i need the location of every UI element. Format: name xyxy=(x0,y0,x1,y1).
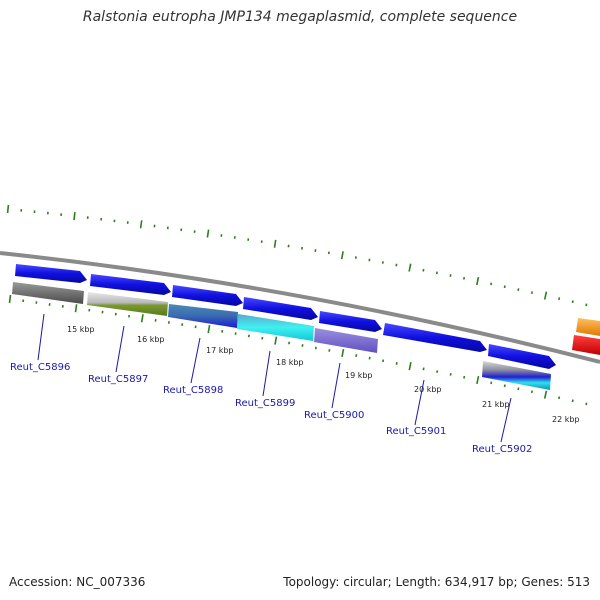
tick-mark xyxy=(558,297,561,301)
leader-line xyxy=(331,362,341,409)
cds-arrow xyxy=(90,274,171,295)
gene-label: Reut_C5900 xyxy=(304,410,364,421)
tick-mark xyxy=(530,390,533,394)
tick-mark xyxy=(8,294,12,304)
leader-line xyxy=(115,325,125,373)
scale-label: 22 kbp xyxy=(552,415,580,424)
tick-mark xyxy=(449,373,452,376)
tick-mark xyxy=(368,356,371,360)
cds-arrow xyxy=(243,297,318,320)
tick-mark xyxy=(490,282,493,286)
scale-label: 20 kbp xyxy=(414,385,442,394)
leader-line xyxy=(414,379,425,426)
tick-mark xyxy=(503,285,506,289)
tick-mark xyxy=(530,291,533,294)
feature-bar xyxy=(314,328,378,353)
scale-label: 19 kbp xyxy=(345,371,373,380)
tick-mark xyxy=(247,334,250,338)
gene-label: Reut_C5901 xyxy=(386,426,446,437)
tick-mark xyxy=(207,324,211,334)
inner-tick-ring xyxy=(8,294,588,406)
tick-mark xyxy=(571,300,574,304)
tick-mark xyxy=(74,304,78,313)
map-title: Ralstonia eutropha JMP134 megaplasmid, c… xyxy=(82,9,518,25)
tick-mark xyxy=(328,349,331,352)
feature-bar xyxy=(237,314,314,341)
gene-label: Reut_C5899 xyxy=(235,398,295,409)
tick-mark xyxy=(341,348,345,358)
cds-arrow xyxy=(172,285,243,306)
tick-mark xyxy=(435,271,438,275)
cds-arrow xyxy=(319,311,382,332)
tick-mark xyxy=(585,303,588,307)
tick-mark xyxy=(558,396,561,400)
tick-mark xyxy=(543,390,548,399)
gene-labels: Reut_C5896 Reut_C5897 Reut_C5898 Reut_C5… xyxy=(10,362,532,455)
tick-mark xyxy=(73,212,76,221)
tick-mark xyxy=(436,370,439,373)
tick-mark xyxy=(517,288,520,292)
tick-mark xyxy=(140,314,144,323)
tick-mark xyxy=(585,402,588,406)
cds-arrow xyxy=(572,335,600,355)
plasmid-backbone xyxy=(0,251,600,364)
gene-label: Reut_C5902 xyxy=(472,444,532,455)
scale-label: 18 kbp xyxy=(276,358,304,367)
tick-mark xyxy=(503,384,506,388)
leader-line xyxy=(262,350,271,397)
feature-bar xyxy=(87,292,168,316)
gene-label-leaders xyxy=(37,313,512,443)
gene-label: Reut_C5898 xyxy=(163,385,223,396)
tick-mark xyxy=(476,375,480,385)
scale-label: 17 kbp xyxy=(206,346,234,355)
feature-bar xyxy=(168,304,238,328)
tick-mark xyxy=(408,263,412,272)
cds-arrow xyxy=(576,318,600,336)
topology-summary: Topology: circular; Length: 634,917 bp; … xyxy=(283,575,590,589)
tick-mark xyxy=(139,220,143,229)
tick-mark xyxy=(382,359,385,363)
cds-arrow xyxy=(15,264,87,283)
tick-mark xyxy=(274,336,278,345)
gene-label: Reut_C5897 xyxy=(88,374,148,385)
tick-mark xyxy=(273,239,277,248)
tick-mark xyxy=(287,244,290,248)
gene-label: Reut_C5896 xyxy=(10,362,70,373)
tick-mark xyxy=(490,381,493,385)
scale-label: 15 kbp xyxy=(67,325,95,334)
tick-mark xyxy=(355,354,358,357)
forward-strand-genes xyxy=(15,264,556,369)
outer-tick-ring xyxy=(6,204,588,307)
tick-mark xyxy=(463,375,466,379)
tick-mark xyxy=(476,277,480,286)
scale-labels: 15 kbp 16 kbp 17 kbp 18 kbp 19 kbp 20 kb… xyxy=(67,325,580,424)
scale-label: 16 kbp xyxy=(137,335,165,344)
tick-mark xyxy=(517,387,520,391)
tick-mark xyxy=(571,399,574,403)
tick-mark xyxy=(543,291,548,300)
accession-text: Accession: NC_007336 xyxy=(9,575,146,589)
feature-bar xyxy=(482,361,551,390)
tick-mark xyxy=(422,268,425,272)
cds-arrow xyxy=(383,323,487,352)
tick-mark xyxy=(408,362,412,371)
tick-mark xyxy=(206,229,210,238)
leader-line xyxy=(500,397,512,443)
leader-line xyxy=(190,337,201,384)
tick-mark xyxy=(6,204,10,214)
feature-bars xyxy=(12,282,551,390)
tick-mark xyxy=(463,276,466,280)
leader-line xyxy=(37,313,45,361)
tick-mark xyxy=(340,251,344,260)
tick-mark xyxy=(314,249,317,252)
feature-bar xyxy=(12,282,84,304)
cds-arrow xyxy=(488,344,556,369)
tick-mark xyxy=(381,261,384,264)
tick-mark xyxy=(395,362,398,365)
scale-label: 21 kbp xyxy=(482,400,510,409)
